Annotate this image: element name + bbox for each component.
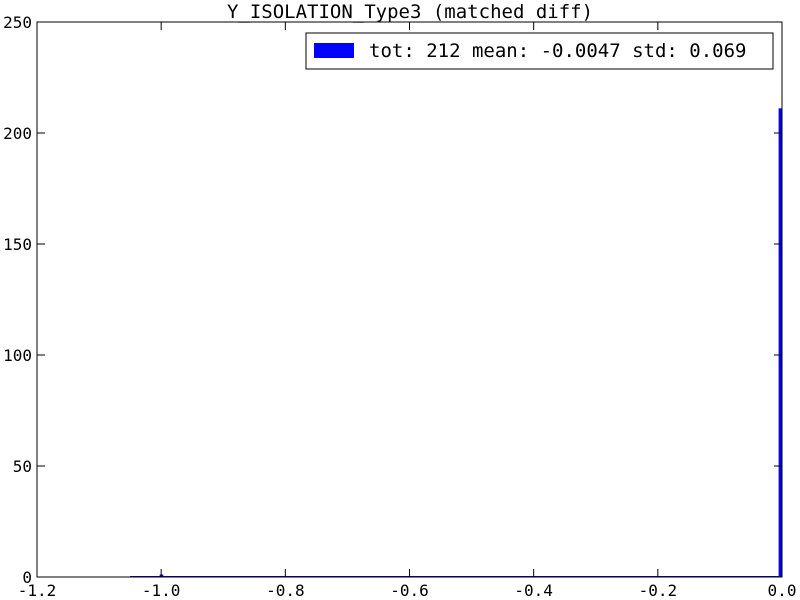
legend-label: tot: 212 mean: -0.0047 std: 0.069 (369, 40, 747, 62)
y-tick-label: 250 (3, 13, 32, 32)
chart-title: Y_ISOLATION_Type3 (matched diff) (227, 1, 593, 23)
plot-frame (36, 21, 783, 578)
ticks-layer: -1.2 -1.0 -0.8 -0.6 -0.4 -0.2 0.0 0 50 100 150 200 2… (3, 13, 796, 600)
x-tick-label: -0.6 (390, 581, 429, 600)
x-tick-label: -1.0 (142, 581, 181, 600)
x-tick-label: -0.2 (639, 581, 678, 600)
x-tick-label: -0.8 (266, 581, 305, 600)
y-tick-label: 200 (3, 124, 32, 143)
y-tick-label: 100 (3, 346, 32, 365)
x-tick-label: -0.4 (514, 581, 553, 600)
y-tick-label: 50 (13, 457, 32, 476)
y-tick-label: 150 (3, 235, 32, 254)
x-tick-label: 0.0 (768, 581, 797, 600)
y-tick-label: 0 (22, 568, 32, 587)
legend-box (305, 32, 774, 70)
legend-swatch (314, 43, 354, 58)
legend: tot: 212 mean: -0.0047 std: 0.069 (305, 32, 774, 70)
x-tick-label: -1.2 (18, 581, 57, 600)
